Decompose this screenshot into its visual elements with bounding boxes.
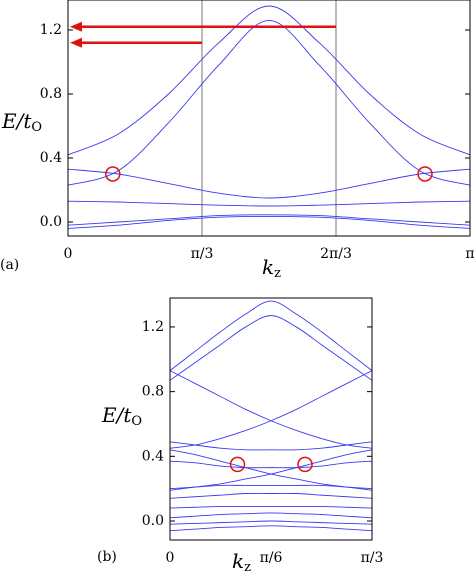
x-tick-label: 0 (64, 246, 73, 262)
y-axis-label-sub: O (131, 414, 142, 429)
arrow-head (70, 37, 82, 48)
band-line (169, 484, 373, 490)
band-line (169, 300, 373, 371)
y-tick-label: 0.8 (142, 384, 164, 400)
x-tick-label: π (465, 246, 474, 262)
band-line (169, 525, 373, 532)
crossing-marker (297, 456, 313, 473)
y-axis-label: E/tO (1, 109, 42, 135)
y-tick-label: 1.2 (142, 319, 164, 335)
y-axis-label-main: E/t (101, 403, 132, 427)
band-line (169, 370, 373, 449)
band-line (169, 441, 373, 451)
band-line (169, 492, 373, 499)
x-axis-label: kz (262, 255, 281, 281)
arrow-head (70, 21, 82, 32)
y-tick-label: 0.0 (40, 214, 62, 230)
band-line (169, 315, 373, 381)
crossing-marker (105, 166, 121, 182)
band-line (67, 215, 471, 229)
band-line (67, 214, 471, 226)
band-line (169, 520, 373, 525)
x-tick-label: 2π/3 (320, 246, 352, 262)
crossing-marker (229, 456, 246, 473)
band-line (67, 168, 471, 199)
band-line (169, 370, 373, 449)
x-axis-label-sub: z (244, 560, 251, 571)
x-tick-label: π/3 (191, 246, 214, 262)
plot-frame (169, 297, 373, 541)
y-axis-label-main: E/t (1, 109, 32, 133)
y-axis-label: E/tO (101, 403, 142, 429)
band-line (169, 505, 373, 509)
x-tick-label: π/3 (361, 550, 384, 566)
crossing-marker (417, 166, 433, 182)
x-tick-label: π/6 (260, 550, 283, 566)
x-axis-label: kz (232, 549, 251, 571)
band-line (169, 512, 373, 519)
plot-frame (67, 0, 471, 237)
band-line (67, 200, 471, 207)
y-tick-label: 0.8 (40, 86, 62, 102)
x-axis-label-sub: z (274, 266, 281, 281)
x-axis-label-main: k (262, 255, 274, 279)
y-tick-label: 0.4 (142, 448, 164, 464)
band-line (67, 5, 471, 156)
y-tick-label: 0.0 (142, 513, 164, 529)
panel-label: (a) (0, 257, 19, 273)
y-tick-label: 1.2 (40, 22, 62, 38)
x-axis-label-main: k (232, 549, 244, 571)
band-line (169, 460, 373, 469)
y-axis-label-sub: O (31, 120, 42, 135)
panel-label: (b) (97, 549, 117, 565)
y-tick-label: 0.4 (40, 150, 62, 166)
band-line (67, 19, 471, 186)
x-tick-label: 0 (166, 550, 175, 566)
